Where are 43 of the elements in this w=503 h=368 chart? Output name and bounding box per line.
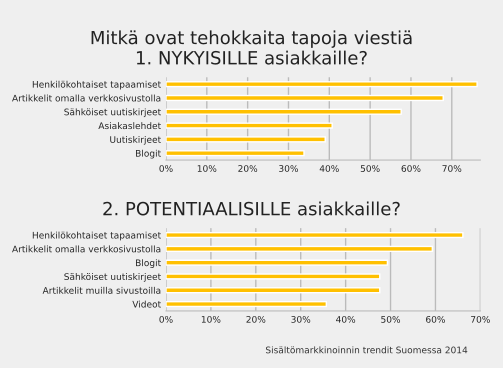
- x-tick-label: 30%: [279, 165, 298, 172]
- x-tick-label: 50%: [360, 165, 380, 172]
- x-tick-label: 10%: [198, 165, 216, 172]
- bar: [166, 122, 333, 129]
- x-tick-label: 0%: [159, 165, 173, 172]
- x-tick-label: 40%: [320, 165, 339, 172]
- bar: [166, 300, 328, 308]
- y-tick-label: Sähköiset uutiskirjeet: [64, 273, 161, 282]
- x-tick-label: 60%: [402, 165, 420, 172]
- y-tick-label: Artikkelit omalla verkkosivustolla: [12, 94, 160, 102]
- x-tick-label: 30%: [291, 316, 310, 323]
- text: Sisältömarkkinoinnin trendit Suomessa 2014: [266, 346, 468, 354]
- y-tick-label: Henkilökohtaiset tapaamiset: [32, 232, 161, 240]
- y-tick-label: Uutiskirjeet: [110, 136, 161, 145]
- bar: [166, 246, 434, 252]
- x-tick-label: 60%: [426, 316, 445, 323]
- x-tick-label: 40%: [336, 316, 356, 323]
- x-tick-label: 10%: [202, 316, 220, 323]
- bar: [166, 232, 464, 238]
- x-tick-label: 50%: [381, 316, 400, 323]
- x-tick-label: 70%: [471, 316, 490, 323]
- bar: [166, 81, 478, 88]
- y-tick-label: Videot: [132, 300, 161, 308]
- chart-title: Mitkä ovat tehokkaita tapoja viestiä 1. NYKYISILLE asiakkaille?: [92, 30, 412, 65]
- bar: [166, 94, 444, 102]
- y-tick-label: Artikkelit muilla sivustoilla: [42, 286, 160, 294]
- y-tick-label: Blogit: [136, 150, 161, 158]
- chart-title: 2. POTENTIAALISILLE asiakkaille?: [103, 201, 400, 216]
- bar: [166, 273, 380, 280]
- y-tick-label: Asiakaslehdet: [98, 122, 161, 130]
- y-tick-label: Blogit: [136, 259, 161, 268]
- y-tick-label: Artikkelit omalla verkkosivustolla: [12, 245, 160, 252]
- bar: [166, 108, 402, 115]
- x-tick-label: 20%: [238, 165, 258, 172]
- x-tick-label: 20%: [246, 316, 266, 323]
- bar: [166, 260, 388, 266]
- bar: [166, 150, 305, 156]
- bar: [166, 287, 380, 294]
- x-tick-label: 0%: [159, 316, 173, 323]
- y-tick-label: Sähköiset uutiskirjeet: [64, 108, 161, 118]
- bar: [166, 136, 326, 142]
- y-tick-label: Henkilökohtaiset tapaamiset: [32, 80, 161, 90]
- x-tick-label: 70%: [442, 165, 462, 172]
